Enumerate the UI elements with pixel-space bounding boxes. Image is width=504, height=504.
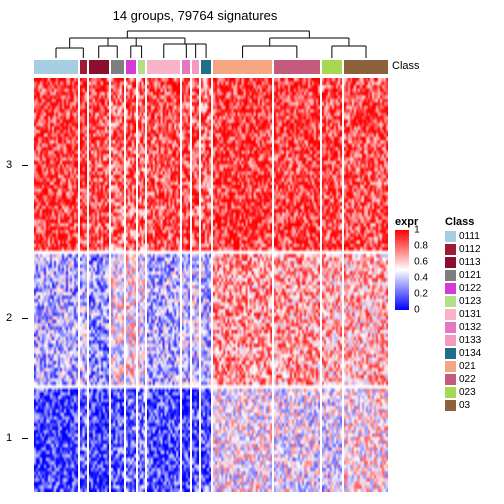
- class-annotation-bar: [34, 60, 388, 74]
- class-legend-title: Class: [445, 216, 503, 228]
- class-bar-segment: [322, 60, 342, 74]
- class-bar-segment: [111, 60, 124, 74]
- class-legend-label: 0131: [459, 309, 481, 320]
- class-legend-item: 0112: [445, 243, 503, 256]
- class-swatch: [445, 361, 456, 372]
- class-bar-segment: [138, 60, 145, 74]
- heatmap-column: [138, 78, 145, 492]
- class-legend-label: 0112: [459, 244, 481, 255]
- class-legend-label: 022: [459, 374, 476, 385]
- class-legend-label: 03: [459, 400, 470, 411]
- class-legend-item: 03: [445, 399, 503, 412]
- class-bar-segment: [147, 60, 180, 74]
- class-legend-item: 021: [445, 360, 503, 373]
- class-legend-label: 0111: [459, 231, 480, 242]
- class-legend-items: 0111 0112 0113 0121 0122 0123 0131 0132 0133 0134…: [445, 230, 503, 412]
- class-legend-item: 023: [445, 386, 503, 399]
- class-legend-item: 0134: [445, 347, 503, 360]
- class-swatch: [445, 231, 456, 242]
- heatmap-column: [213, 78, 272, 492]
- class-legend-label: 0122: [459, 283, 481, 294]
- expr-tick: 0: [414, 305, 420, 316]
- heatmap-column: [201, 78, 211, 492]
- heatmap-body: [34, 78, 388, 492]
- class-swatch: [445, 400, 456, 411]
- class-legend-label: 023: [459, 387, 476, 398]
- heatmap-column: [274, 78, 320, 492]
- expr-legend-title: expr: [395, 216, 447, 228]
- heatmap-column: [322, 78, 342, 492]
- heatmap-column: [80, 78, 87, 492]
- class-legend-item: 0133: [445, 334, 503, 347]
- class-legend-label: 0132: [459, 322, 481, 333]
- chart-title: 14 groups, 79764 signatures: [0, 8, 390, 23]
- class-annotation-label: Class: [392, 60, 420, 72]
- class-swatch: [445, 348, 456, 359]
- heatmap-column: [344, 78, 388, 492]
- row-cluster-label: 1: [6, 432, 12, 444]
- class-bar-segment: [344, 60, 388, 74]
- expr-colorbar-legend: expr 10.80.60.40.20: [395, 216, 447, 310]
- class-bar-segment: [80, 60, 87, 74]
- class-bar-segment: [182, 60, 190, 74]
- class-legend-label: 0123: [459, 296, 481, 307]
- heatmap-column: [147, 78, 180, 492]
- class-swatch: [445, 257, 456, 268]
- class-bar-segment: [89, 60, 109, 74]
- class-legend-label: 0134: [459, 348, 481, 359]
- class-legend-item: 0132: [445, 321, 503, 334]
- class-swatch: [445, 322, 456, 333]
- class-legend-item: 0113: [445, 256, 503, 269]
- class-legend-item: 0131: [445, 308, 503, 321]
- class-bar-segment: [213, 60, 272, 74]
- class-legend-item: 0122: [445, 282, 503, 295]
- class-legend-label: 0133: [459, 335, 481, 346]
- row-cluster-axis: 3 2 1: [6, 78, 30, 492]
- class-legend: Class 0111011201130121012201230131013201…: [445, 216, 503, 412]
- class-swatch: [445, 335, 456, 346]
- expr-colorbar: [395, 230, 409, 310]
- class-bar-segment: [274, 60, 320, 74]
- class-swatch: [445, 283, 456, 294]
- class-legend-label: 0121: [459, 270, 481, 281]
- heatmap-column: [34, 78, 78, 492]
- expr-tick: 1: [414, 225, 420, 236]
- class-bar-segment: [126, 60, 136, 74]
- class-legend-label: 0113: [459, 257, 481, 268]
- heatmap-column: [192, 78, 199, 492]
- class-legend-item: 0123: [445, 295, 503, 308]
- heatmap-column: [111, 78, 124, 492]
- class-swatch: [445, 309, 456, 320]
- class-bar-segment: [34, 60, 78, 74]
- class-swatch: [445, 296, 456, 307]
- class-legend-item: 022: [445, 373, 503, 386]
- expr-tick: 0.8: [414, 241, 428, 252]
- class-legend-item: 0111: [445, 230, 503, 243]
- expr-tick: 0.2: [414, 289, 428, 300]
- class-bar-segment: [192, 60, 199, 74]
- class-swatch: [445, 374, 456, 385]
- heatmap-column: [89, 78, 109, 492]
- heatmap-column: [126, 78, 136, 492]
- expr-tick: 0.6: [414, 257, 428, 268]
- class-legend-label: 021: [459, 361, 476, 372]
- class-swatch: [445, 270, 456, 281]
- row-cluster-label: 2: [6, 312, 12, 324]
- expr-tick: 0.4: [414, 273, 428, 284]
- heatmap-column: [182, 78, 190, 492]
- class-swatch: [445, 387, 456, 398]
- class-bar-segment: [201, 60, 211, 74]
- row-cluster-label: 3: [6, 159, 12, 171]
- class-swatch: [445, 244, 456, 255]
- column-dendrogram: [34, 28, 388, 58]
- class-legend-item: 0121: [445, 269, 503, 282]
